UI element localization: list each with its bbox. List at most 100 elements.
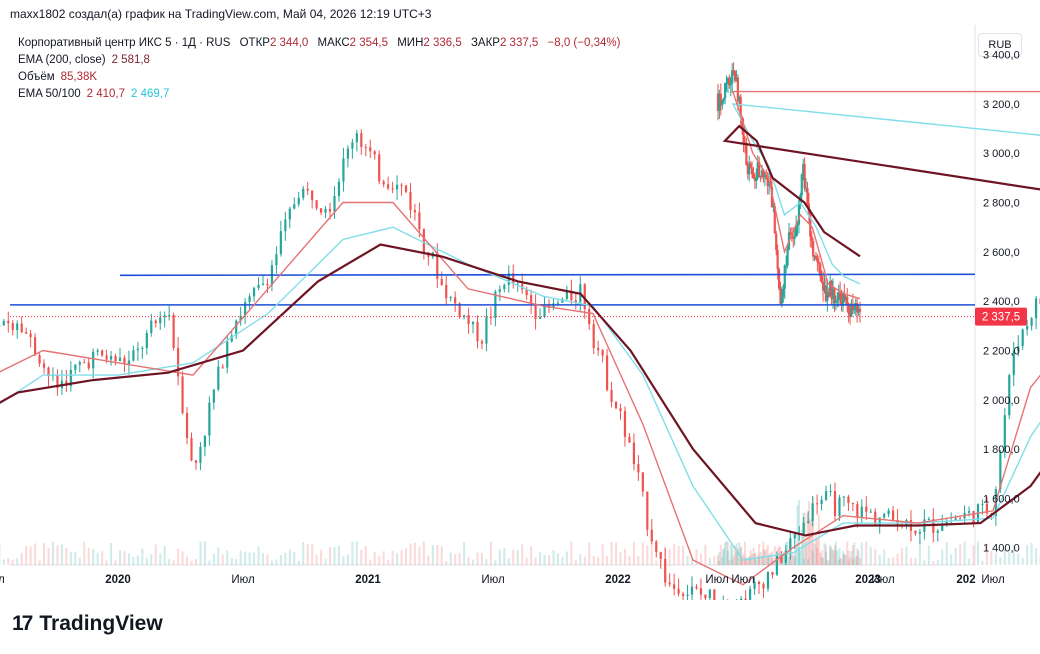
volume-bar: [177, 548, 180, 565]
candle-body: [118, 357, 122, 362]
legend-volume-row[interactable]: Объём 85,38K: [18, 69, 620, 86]
volume-bar: [722, 547, 725, 565]
legend-symbol[interactable]: Корпоративный центр ИКС 5 · 1Д · RUS: [18, 37, 231, 49]
candle-body: [29, 333, 32, 338]
candle-body: [538, 317, 542, 319]
candle-body: [476, 321, 479, 342]
candle-body: [422, 229, 425, 253]
legend-ema50-100-row[interactable]: EMA 50/100 2 410,7 2 469,7: [18, 86, 620, 103]
volume-bar: [918, 541, 921, 565]
tradingview-brand[interactable]: 17 TradingView: [12, 612, 163, 636]
candle-body: [824, 285, 828, 301]
volume-bar: [1003, 548, 1006, 565]
legend-ema50-100-label: EMA 50/100: [18, 88, 81, 100]
candle-body: [830, 281, 833, 300]
candle-body: [109, 356, 113, 360]
volume-bar: [725, 541, 728, 565]
time-tick-label: 2022: [605, 574, 631, 586]
volume-bar: [378, 556, 381, 565]
volume-bar: [592, 556, 595, 565]
candle-body: [738, 96, 741, 102]
candle-body: [583, 284, 586, 310]
price-chart[interactable]: 1 400,0 1 600,0 1 800,0 2 000,0 2 200,0 2 400…: [0, 0, 1040, 600]
volume-bar: [677, 545, 680, 565]
candle-body: [771, 572, 774, 575]
volume-bar: [994, 552, 997, 565]
volume-bar: [769, 552, 772, 565]
candle-body: [941, 524, 944, 531]
price-tick-label: 2 400,0: [983, 296, 1020, 308]
candle-body: [827, 292, 830, 297]
time-tick-label: 2023: [855, 574, 881, 586]
legend-high-label: МАКС: [317, 37, 350, 49]
volume-bar: [2, 559, 5, 565]
candle-body: [614, 401, 618, 409]
candle-body: [716, 93, 720, 111]
volume-bar: [275, 559, 278, 565]
volume-bar: [136, 555, 139, 565]
volume-bar: [721, 557, 724, 565]
volume-bar: [724, 542, 727, 565]
candle-body: [1034, 298, 1038, 319]
volume-bar: [728, 559, 731, 565]
volume-bar: [154, 544, 157, 565]
candle-body: [878, 517, 881, 525]
candle-body: [47, 367, 50, 377]
candle-body: [750, 168, 754, 175]
candle-body: [833, 491, 837, 517]
candle-body: [812, 240, 815, 257]
candle-body: [230, 335, 233, 342]
volume-bar: [655, 560, 658, 565]
volume-bar: [110, 542, 113, 565]
volume-bar: [641, 542, 644, 565]
candle-body: [172, 315, 175, 348]
candle-body: [668, 582, 671, 585]
volume-bar: [851, 545, 854, 565]
candle-body: [836, 299, 839, 301]
candle-body: [766, 572, 770, 589]
volume-bar: [770, 551, 773, 565]
candle-body: [725, 82, 728, 84]
candle-body: [891, 510, 895, 520]
volume-bar: [842, 553, 845, 565]
candle-body: [141, 347, 144, 349]
candle-body: [503, 284, 506, 290]
volume-bar: [548, 555, 550, 565]
candle-body: [753, 581, 756, 589]
last-price-text: 2 337,5: [982, 312, 1020, 324]
candle-body: [847, 304, 850, 314]
candle-body: [132, 350, 135, 361]
candle-body: [814, 255, 818, 259]
volume-bar: [257, 546, 260, 565]
candle-body: [739, 96, 742, 118]
candle-body: [516, 283, 519, 285]
candle-body: [623, 411, 627, 437]
candle-body: [275, 254, 278, 266]
candle-body: [848, 313, 852, 317]
legend-ema200-row[interactable]: EMA (200, close) 2 581,8: [18, 52, 620, 69]
volume-bar: [923, 560, 926, 565]
candle-body: [748, 588, 752, 600]
volume-bar: [1030, 542, 1033, 565]
candle-body: [846, 296, 849, 305]
volume-bar: [311, 543, 314, 565]
volume-bar: [320, 549, 323, 565]
candle-body: [592, 324, 595, 349]
volume-bar: [637, 556, 640, 565]
volume-bar: [485, 559, 488, 565]
volume-bar: [127, 553, 130, 565]
candle-body: [159, 317, 162, 324]
volume-bar: [869, 547, 872, 565]
volume-bar: [355, 541, 358, 565]
candle-body: [695, 586, 698, 589]
volume-bar: [534, 557, 537, 565]
volume-bar: [302, 542, 305, 565]
volume-bar: [708, 557, 711, 565]
volume-bar: [570, 541, 573, 565]
candle-body: [793, 236, 796, 239]
volume-bar: [751, 554, 754, 565]
currency-button[interactable]: RUB: [978, 33, 1022, 57]
candle-body: [773, 206, 776, 234]
legend-close-label: ЗАКР: [470, 37, 500, 49]
volume-bar: [838, 548, 841, 565]
